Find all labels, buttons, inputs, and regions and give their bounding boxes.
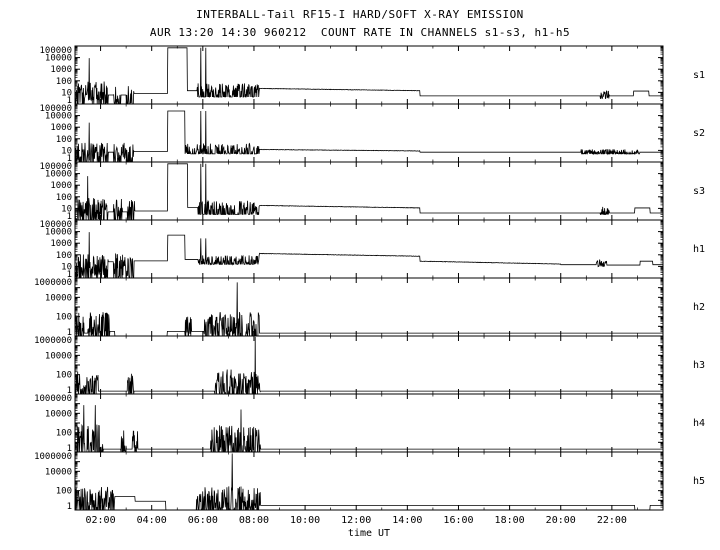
ytick-label-s1: 10 xyxy=(61,88,72,98)
xtick-label: 20:00 xyxy=(546,515,576,526)
panel-label-s3: s3 xyxy=(693,186,705,197)
ytick-label-s2: 100 xyxy=(56,135,72,145)
xtick-label: 18:00 xyxy=(495,515,525,526)
ytick-label-h5: 100 xyxy=(56,487,72,497)
trace-h5 xyxy=(75,453,663,510)
ytick-label-h3: 1000000 xyxy=(34,336,72,346)
ytick-label-s2: 10 xyxy=(61,146,72,156)
panel-label-h4: h4 xyxy=(693,418,705,429)
ytick-label-s1: 100000 xyxy=(39,46,72,56)
panel-label-h2: h2 xyxy=(693,302,705,313)
ytick-label-h5: 10000 xyxy=(45,467,72,477)
ytick-label-h2: 1000000 xyxy=(34,278,72,288)
ytick-label-h2: 10000 xyxy=(45,293,72,303)
panel-border-h1 xyxy=(74,219,664,279)
ytick-label-h4: 10000 xyxy=(45,409,72,419)
panel-label-h5: h5 xyxy=(693,476,705,487)
xtick-label: 04:00 xyxy=(137,515,167,526)
chart-title: INTERBALL-Tail RF15-I HARD/SOFT X-RAY EM… xyxy=(196,8,524,21)
ytick-label-s1: 10000 xyxy=(45,54,72,64)
ytick-label-s2: 1 xyxy=(67,154,72,164)
panel-label-s2: s2 xyxy=(693,128,705,139)
ytick-label-h1: 100000 xyxy=(39,220,72,230)
ytick-label-h5: 1000000 xyxy=(34,452,72,462)
ytick-label-h1: 10 xyxy=(61,262,72,272)
panel-label-h1: h1 xyxy=(693,244,705,255)
ytick-label-h2: 100 xyxy=(56,313,72,323)
trace-s1 xyxy=(75,47,663,104)
ytick-label-s2: 1000 xyxy=(50,123,72,133)
ytick-label-h4: 1000000 xyxy=(34,394,72,404)
ytick-label-h1: 10000 xyxy=(45,228,72,238)
panel-border-s1 xyxy=(74,45,664,105)
panel-border-s2 xyxy=(74,103,664,163)
panel-label-h3: h3 xyxy=(693,360,705,371)
chart-subtitle: AUR 13:20 14:30 960212 COUNT RATE IN CHA… xyxy=(149,26,571,39)
panel-label-s1: s1 xyxy=(693,70,705,81)
ytick-label-s1: 1 xyxy=(67,96,72,106)
ytick-label-s1: 1000 xyxy=(50,65,72,75)
ytick-label-h3: 10000 xyxy=(45,351,72,361)
trace-h2 xyxy=(75,282,663,336)
ytick-label-s3: 1000 xyxy=(50,181,72,191)
xtick-label: 02:00 xyxy=(86,515,116,526)
panel-border-h2 xyxy=(74,277,664,337)
panel-border-h3 xyxy=(74,335,664,395)
panel-border-h4 xyxy=(74,393,664,453)
x-axis-label: time UT xyxy=(347,528,391,539)
trace-s3 xyxy=(75,163,663,220)
trace-h4 xyxy=(75,405,663,452)
ytick-label-h4: 1 xyxy=(67,444,72,454)
xtick-label: 16:00 xyxy=(443,515,473,526)
xtick-label: 06:00 xyxy=(188,515,218,526)
ytick-label-s3: 100 xyxy=(56,193,72,203)
ytick-label-h3: 100 xyxy=(56,371,72,381)
trace-h1 xyxy=(75,232,663,278)
ytick-label-s3: 10 xyxy=(61,204,72,214)
ytick-label-h1: 100 xyxy=(56,251,72,261)
ytick-label-s2: 10000 xyxy=(45,112,72,122)
xtick-label: 10:00 xyxy=(290,515,320,526)
ytick-label-h5: 1 xyxy=(67,502,72,512)
xtick-label: 08:00 xyxy=(239,515,269,526)
ytick-label-s2: 100000 xyxy=(39,104,72,114)
ytick-label-s3: 1 xyxy=(67,212,72,222)
ytick-label-h4: 100 xyxy=(56,429,72,439)
ytick-label-h1: 1 xyxy=(67,270,72,280)
ytick-label-h1: 1000 xyxy=(50,239,72,249)
trace-s2 xyxy=(75,110,663,162)
ytick-label-s1: 100 xyxy=(56,77,72,87)
ytick-label-s3: 10000 xyxy=(45,170,72,180)
ytick-label-h2: 1 xyxy=(67,328,72,338)
xtick-label: 12:00 xyxy=(341,515,371,526)
xtick-label: 22:00 xyxy=(597,515,627,526)
trace-h3 xyxy=(75,336,663,394)
ytick-label-h3: 1 xyxy=(67,386,72,396)
xtick-label: 14:00 xyxy=(392,515,422,526)
ytick-label-s3: 100000 xyxy=(39,162,72,172)
